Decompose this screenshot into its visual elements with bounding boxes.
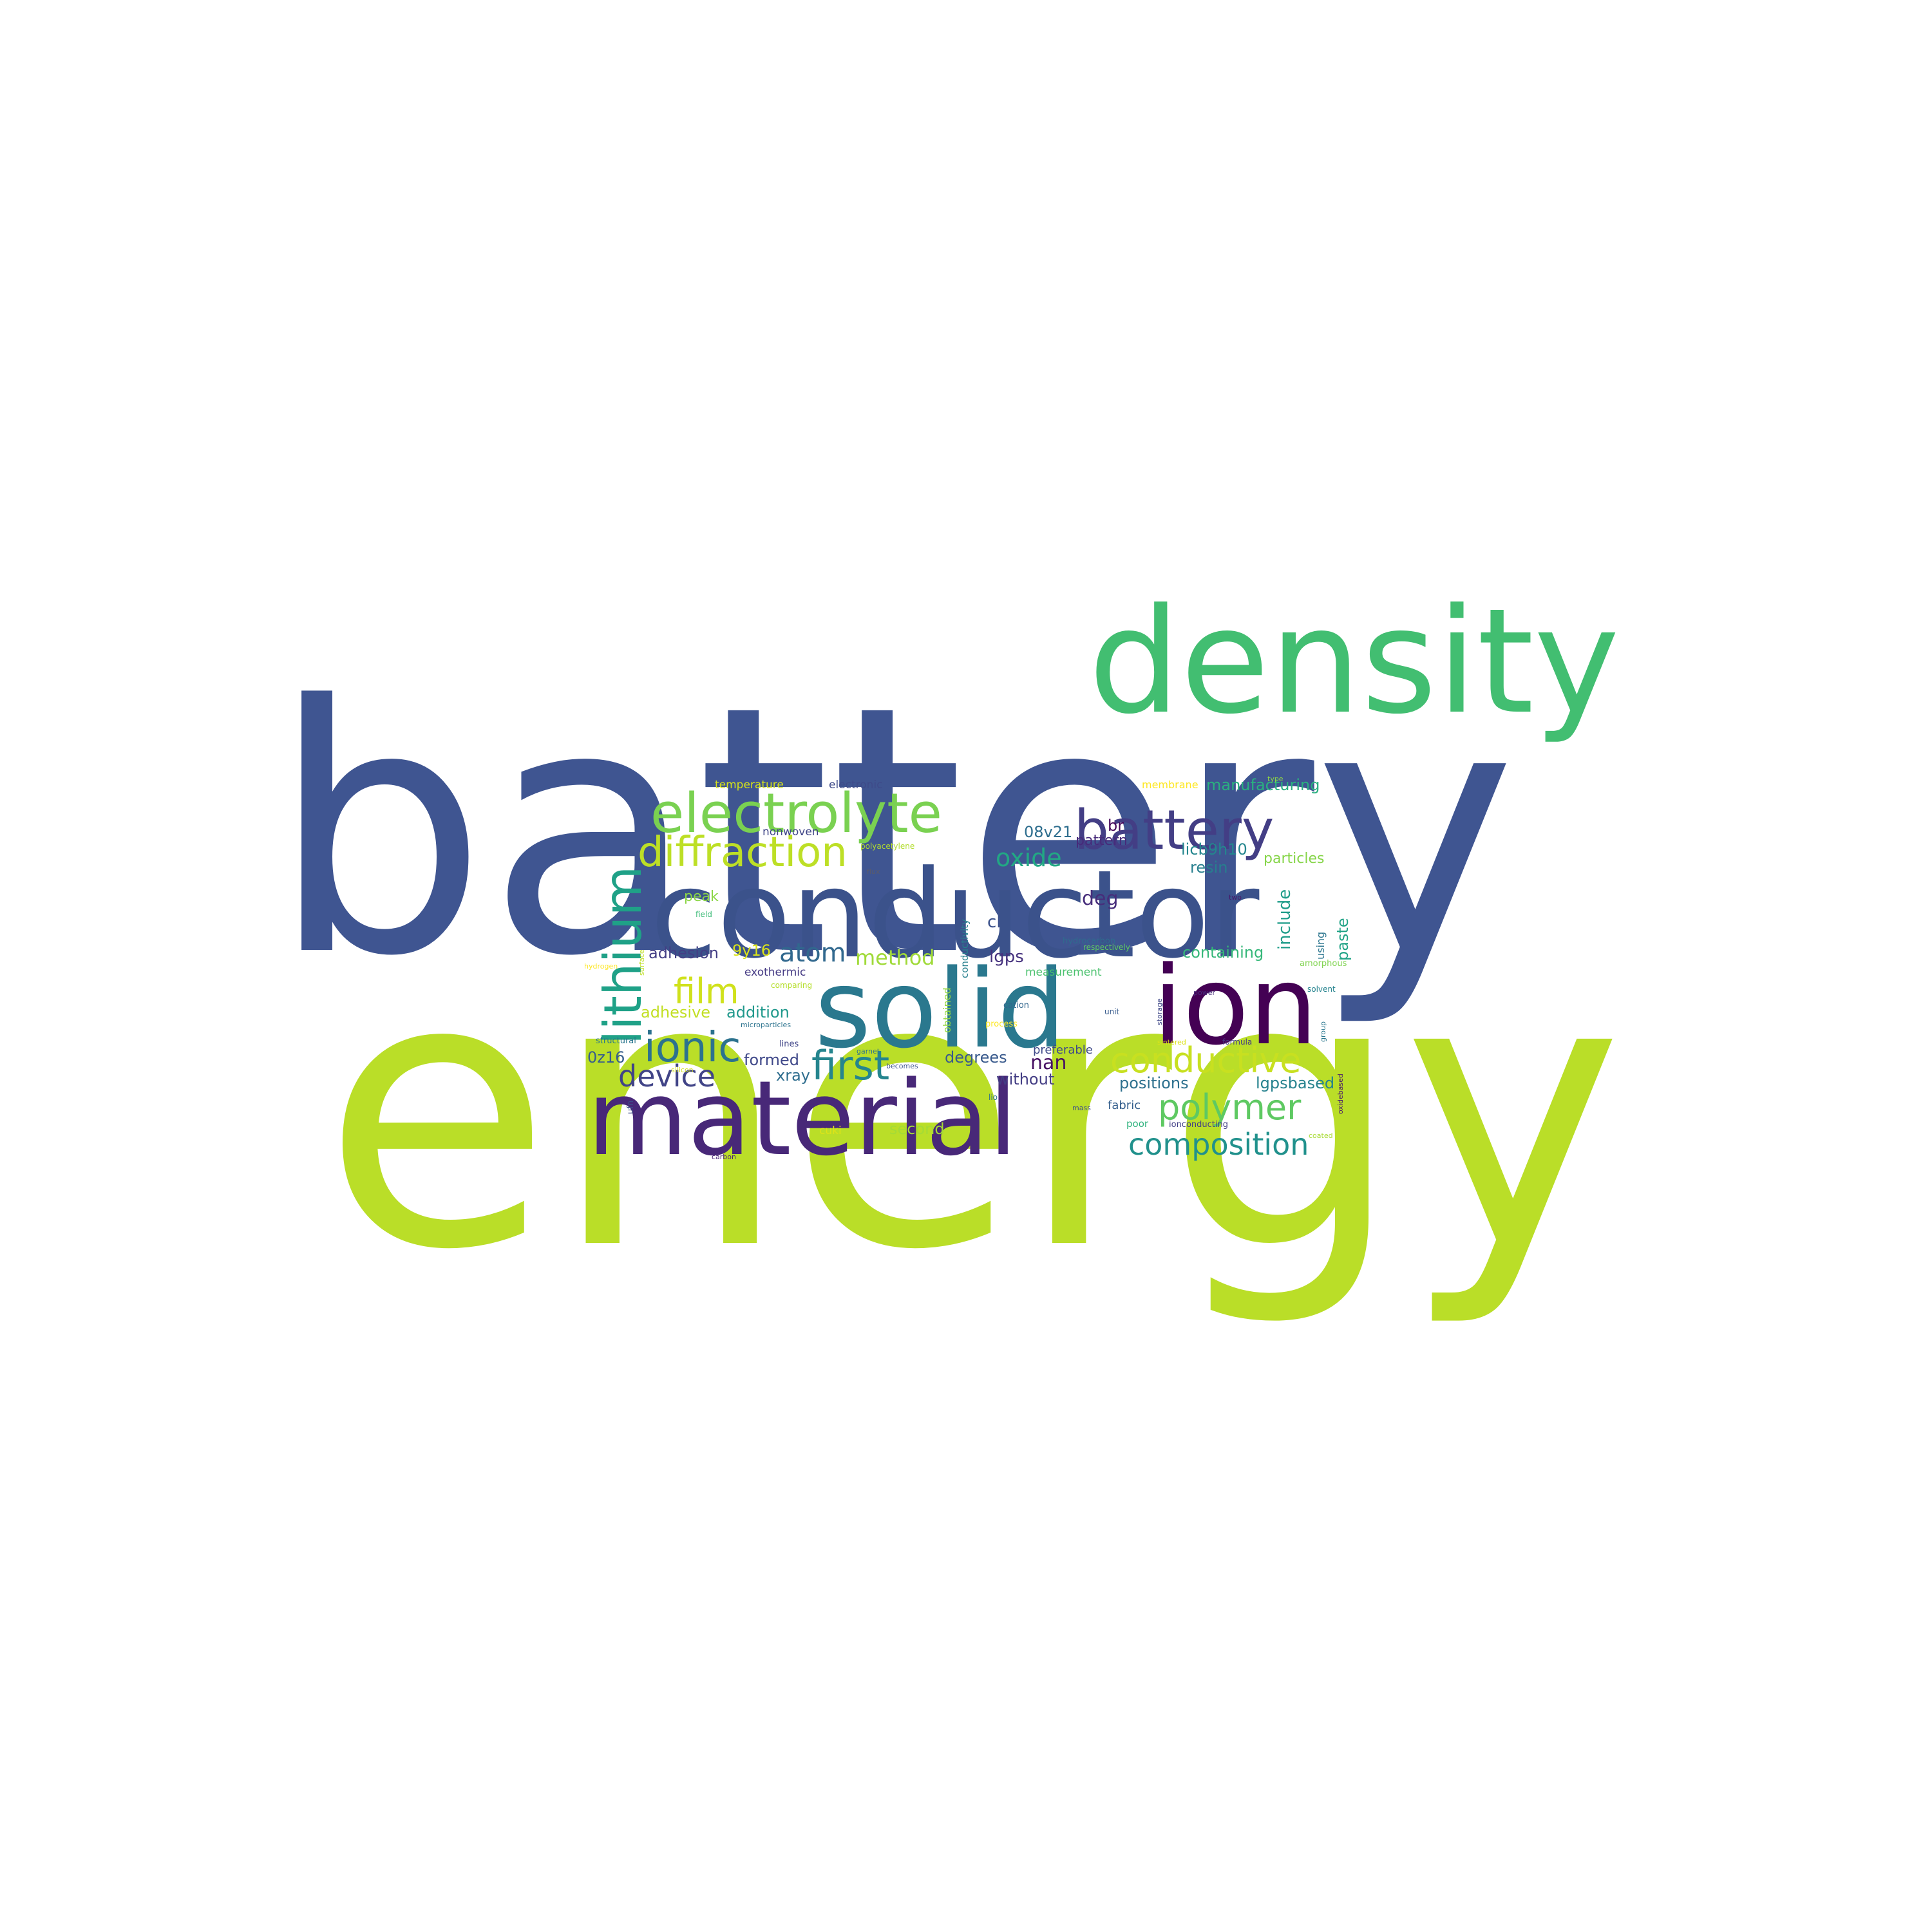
cloud-word: carbon — [712, 1153, 736, 1161]
cloud-word: positions — [1119, 1074, 1189, 1092]
cloud-word: density — [1088, 578, 1620, 746]
cloud-word: adhesive — [641, 1003, 710, 1021]
cloud-word: fabric — [1108, 1099, 1141, 1112]
cloud-word: comparing — [771, 981, 812, 990]
cloud-word: material — [587, 1058, 1018, 1179]
cloud-word: oxide — [996, 844, 1062, 872]
cloud-word: 08v21 — [1024, 823, 1072, 841]
cloud-word: composition — [1128, 1127, 1309, 1162]
cloud-word: membrane — [1142, 779, 1198, 791]
cloud-word: include — [1275, 889, 1294, 950]
cloud-word: solid — [815, 946, 1066, 1072]
cloud-word: sintered — [1157, 1038, 1186, 1046]
cloud-word: particles — [1264, 851, 1324, 867]
cloud-word: amorphous — [1300, 959, 1347, 969]
cloud-word: oxidebased — [1336, 1074, 1345, 1114]
cloud-word: ion — [1153, 943, 1318, 1069]
cloud-word: 9y16 — [732, 942, 771, 960]
cloud-word: battery — [270, 633, 1516, 1030]
cloud-word: cation — [1003, 1001, 1029, 1010]
cloud-word: preferable — [1033, 1043, 1093, 1057]
cloud-word: pattern — [1075, 833, 1128, 849]
cloud-word: hydrogen — [584, 962, 618, 971]
cloud-word: flux — [867, 867, 880, 876]
cloud-word: second — [889, 1120, 945, 1138]
cloud-word: measurement — [1025, 966, 1102, 979]
cloud-word: mass — [1072, 1104, 1091, 1112]
cloud-word: paste — [1334, 918, 1352, 961]
cloud-word: formed — [744, 1051, 799, 1069]
cloud-word: garnet — [857, 1047, 880, 1056]
cloud-word: film — [674, 971, 739, 1012]
cloud-word: adhesion — [649, 944, 719, 962]
cloud-word: first — [811, 1042, 889, 1089]
cloud-word: polymer — [1158, 1087, 1302, 1128]
cloud-word: obtained — [941, 987, 953, 1033]
cloud-word: lgps — [989, 947, 1024, 967]
cloud-word: formula — [1222, 1037, 1252, 1046]
cloud-word: atom — [779, 938, 846, 968]
cloud-word: resin — [1190, 858, 1228, 876]
cloud-word: coated — [1309, 1132, 1333, 1140]
cloud-word: conductive — [1110, 1040, 1302, 1081]
cloud-word: temperature — [715, 779, 784, 791]
cloud-word: peak — [684, 889, 719, 905]
cloud-word: containing — [1182, 943, 1264, 961]
cloud-word: polyacetylene — [860, 842, 914, 851]
cloud-word: power — [1193, 989, 1215, 997]
cloud-word: addition — [726, 1003, 790, 1021]
cloud-word: surface — [638, 949, 646, 976]
cloud-word: conductor — [650, 844, 1260, 985]
cloud-word: process — [985, 1019, 1018, 1029]
cloud-word: diffraction — [638, 829, 848, 876]
cloud-word: deg — [1082, 887, 1119, 910]
cloud-word: ionic — [644, 1024, 741, 1072]
word-cloud-panel — [584, 775, 1365, 1165]
cloud-word: battery — [1074, 799, 1274, 862]
cloud-word: ufn — [626, 1101, 636, 1114]
cloud-word: electrolyte — [650, 782, 942, 846]
cloud-word: ionconducting — [1169, 1120, 1228, 1130]
cloud-word: field — [696, 910, 712, 919]
cloud-word: solvent — [1307, 985, 1336, 994]
cloud-word: lines — [779, 1039, 799, 1049]
cloud-word: br — [1108, 817, 1124, 835]
cloud-word: degrees — [945, 1048, 1007, 1066]
cloud-word: hydrocarbon — [1063, 936, 1115, 946]
cloud-word: manufacturing — [1206, 776, 1320, 794]
cloud-word: storage — [1155, 998, 1164, 1025]
cloud-word: silicon — [671, 1066, 694, 1074]
cloud-word: lio — [989, 1093, 998, 1102]
cloud-word: electronic — [829, 779, 883, 791]
cloud-word: licb9h10 — [1181, 840, 1247, 858]
cloud-word: unit — [1104, 1007, 1120, 1016]
cloud-word: cuki — [819, 1124, 842, 1137]
cloud-word: xray — [776, 1066, 810, 1084]
cloud-word: energy — [322, 896, 1624, 1331]
cloud-word: poor — [1126, 1118, 1149, 1130]
cloud-word: type — [1267, 775, 1283, 783]
cloud-word: without — [996, 1070, 1054, 1088]
cloud-word: exothermic — [744, 966, 806, 979]
cloud-word: cl — [987, 913, 1001, 932]
cloud-word: using — [1314, 932, 1327, 960]
cloud-word: two — [1229, 893, 1242, 902]
cloud-word: group — [1319, 1021, 1327, 1042]
cloud-word: 0z16 — [587, 1048, 625, 1066]
cloud-word: lgpsbased — [1256, 1074, 1334, 1092]
cloud-word: nan — [1030, 1052, 1066, 1074]
cloud-word: structural — [596, 1036, 636, 1046]
cloud-word: respectively — [1083, 943, 1130, 952]
cloud-word: becomes — [886, 1062, 918, 1070]
cloud-word: nonwoven — [762, 826, 819, 838]
cloud-word: microparticles — [741, 1021, 791, 1029]
cloud-word: method — [855, 945, 935, 970]
cloud-word: lithium — [593, 866, 653, 1045]
cloud-word: conductivity — [959, 919, 971, 978]
cloud-word: device — [618, 1059, 715, 1094]
